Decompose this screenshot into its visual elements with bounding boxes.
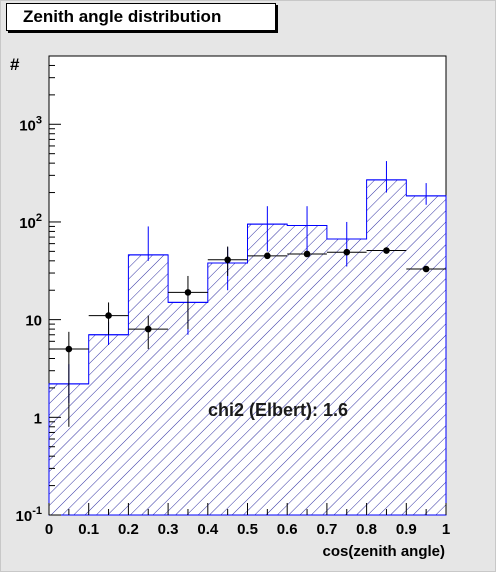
data-point: [65, 345, 73, 353]
points-layer: [49, 246, 446, 427]
x-tick-label: 0.8: [356, 521, 377, 538]
x-tick-label: 0.3: [158, 521, 179, 538]
y-tick-label: 10-1: [16, 505, 42, 525]
data-point: [105, 312, 112, 319]
y-tick-label: 102: [19, 212, 42, 232]
data-point: [184, 289, 192, 296]
y-tick-exponent: 2: [36, 212, 42, 224]
x-tick-label: 0.4: [197, 521, 219, 538]
x-tick-label: 0: [45, 521, 53, 538]
chart-title: Zenith angle distribution: [6, 3, 276, 31]
x-tick-label: 0.6: [277, 521, 298, 538]
data-point: [144, 325, 152, 333]
x-tick-label: 0.1: [78, 521, 99, 538]
axis-layer: 0 0.1 0.2 0.3 0.4 0.5 0.6 0.7 0.8 0.9 1 10-1 1 10 102 1…: [16, 55, 450, 538]
x-tick-label: 0.7: [316, 521, 337, 538]
data-point: [343, 248, 351, 256]
y-axis-label: #: [10, 55, 20, 74]
data-point: [224, 256, 231, 264]
y-tick-exponent: 3: [36, 114, 42, 126]
y-tick-label: 103: [19, 114, 42, 134]
x-tick-label: 1: [442, 521, 450, 538]
y-tick-exponent: -1: [32, 505, 42, 517]
chi2-annotation: chi2 (Elbert): 1.6: [208, 400, 348, 420]
x-tick-label: 0.2: [118, 521, 139, 538]
data-point: [422, 265, 430, 273]
data-point: [264, 252, 271, 260]
y-tick-label: 10: [25, 313, 42, 330]
data-point: [303, 250, 311, 258]
y-tick-label: 1: [34, 410, 42, 427]
x-tick-label: 0.9: [396, 521, 417, 538]
data-point: [383, 247, 390, 254]
x-tick-label: 0.5: [237, 521, 258, 538]
x-axis-label: cos(zenith angle): [322, 543, 445, 560]
